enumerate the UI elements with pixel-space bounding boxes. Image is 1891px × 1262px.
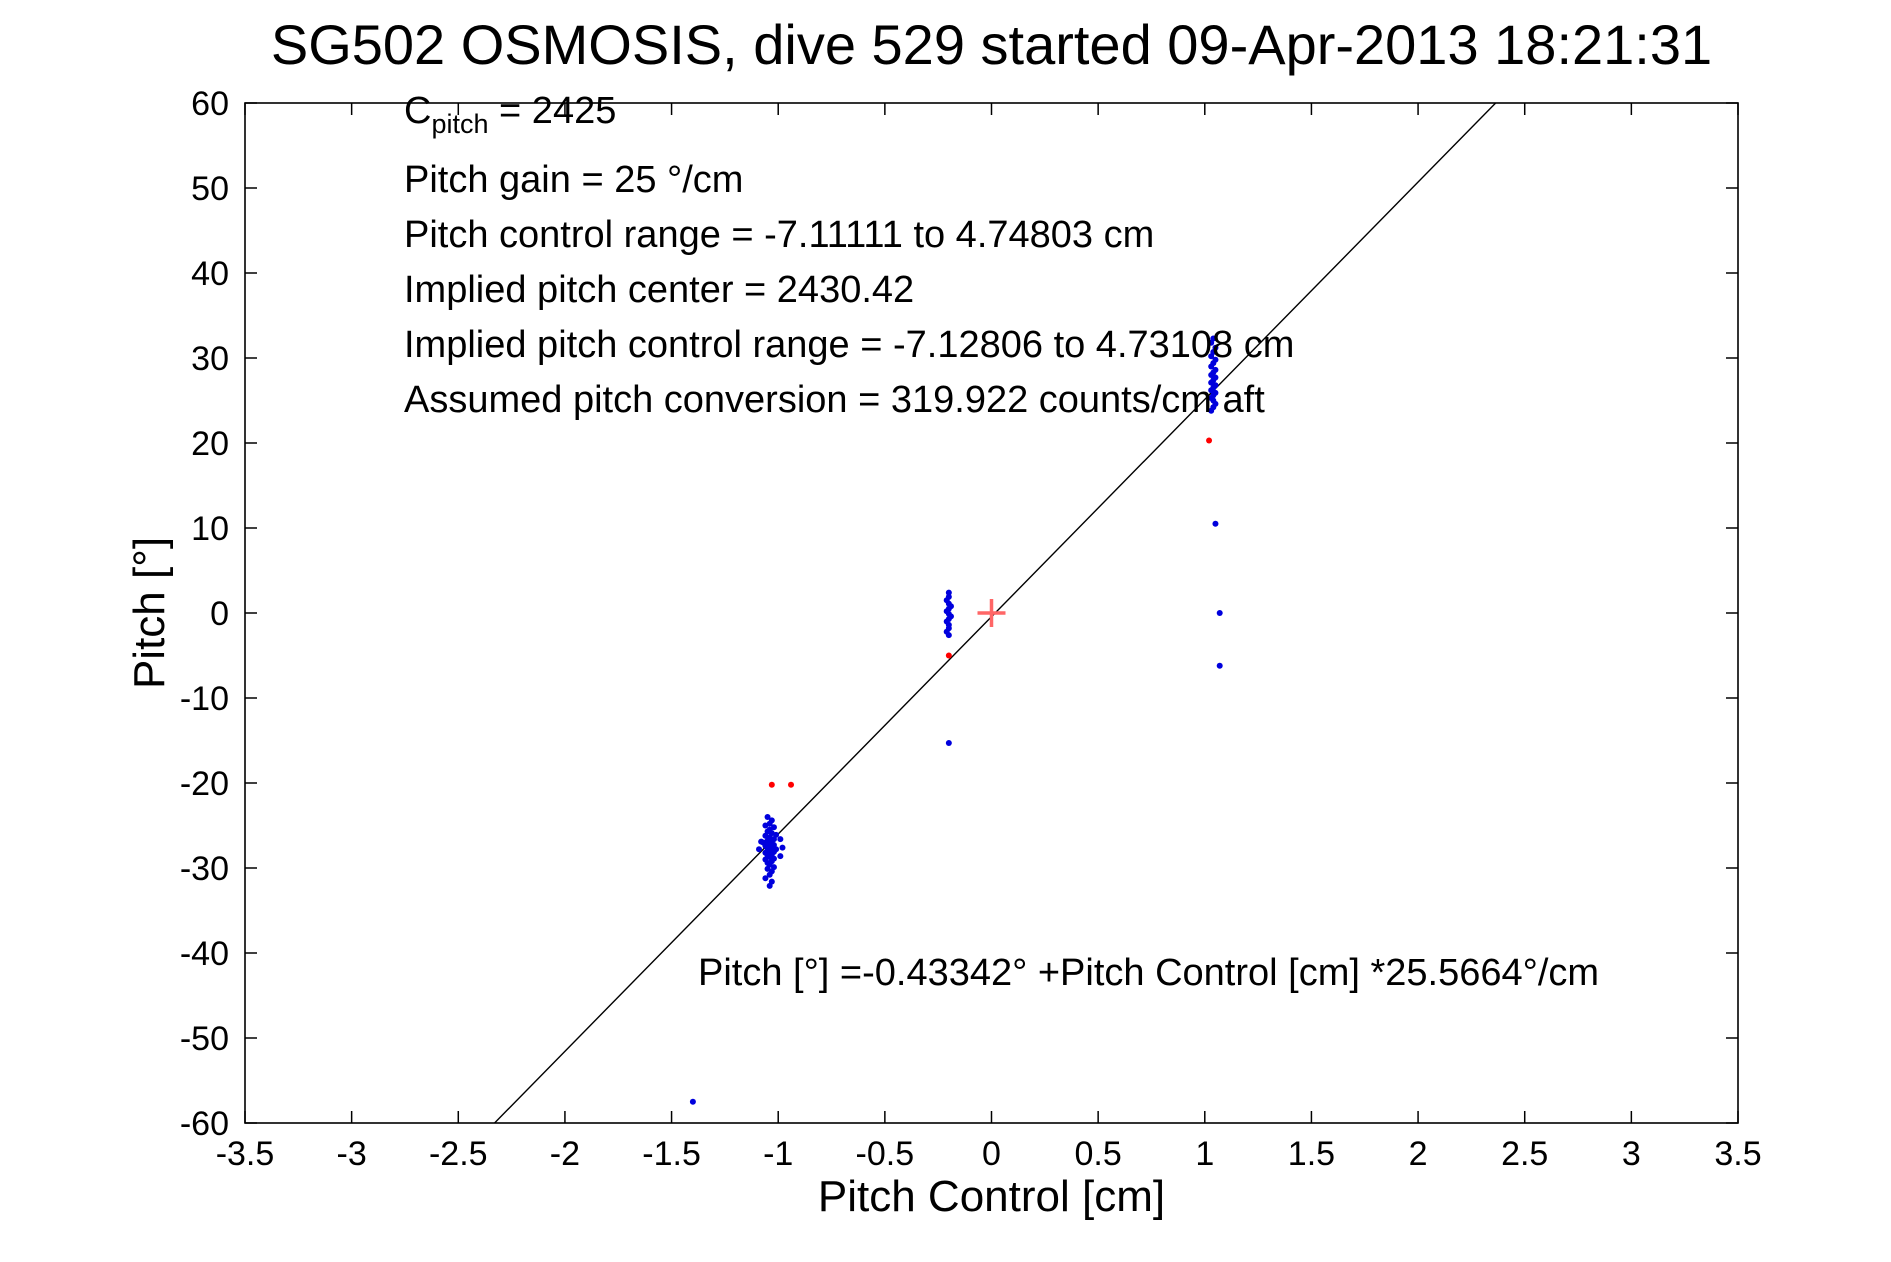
fit-equation: Pitch [°] =-0.43342° +Pitch Control [cm]…: [698, 952, 1600, 994]
y-tick-label: -60: [180, 1105, 229, 1143]
x-tick-label: 0: [982, 1135, 1001, 1173]
plot-box: [244, 102, 1739, 1124]
annotation-cpitch: Cpitch = 2425: [404, 84, 1294, 139]
y-tick-label: -20: [180, 765, 229, 803]
x-tick-label: 2: [1409, 1135, 1428, 1173]
x-tick-label: 3: [1622, 1135, 1641, 1173]
annotation-pitch-gain: Pitch gain = 25 °/cm: [404, 159, 744, 201]
series-observed-pitch: [689, 335, 1223, 1105]
y-tick-label: 30: [191, 340, 229, 378]
x-tick-label: -2.5: [429, 1135, 488, 1173]
y-tick-label: -50: [180, 1020, 229, 1058]
x-tick-label: 1.5: [1288, 1135, 1335, 1173]
x-tick-label: -0.5: [856, 1135, 915, 1173]
annotation-implied-pitch-control-range: Implied pitch control range = -7.12806 t…: [404, 324, 1295, 366]
x-tick-label: -3.5: [216, 1135, 275, 1173]
x-tick-label: 3.5: [1714, 1135, 1761, 1173]
y-tick-label: -30: [180, 850, 229, 888]
y-axis-label: Pitch [°]: [125, 536, 174, 690]
y-tick-label: 0: [210, 595, 229, 633]
series-origin-marker: [977, 599, 1006, 627]
cpitch-symbol: C: [404, 90, 432, 132]
y-tick-label: -10: [180, 680, 229, 718]
x-tick-label: -1: [763, 1135, 793, 1173]
y-tick-label: 40: [191, 255, 229, 293]
chart-title: SG502 OSMOSIS, dive 529 started 09-Apr-2…: [270, 13, 1713, 76]
annotation-implied-pitch-center: Implied pitch center = 2430.42: [404, 269, 915, 311]
annotation-pitch-control-range: Pitch control range = -7.11111 to 4.7480…: [404, 214, 1155, 256]
x-tick-label: -2: [550, 1135, 580, 1173]
x-axis-label: Pitch Control [cm]: [817, 1172, 1166, 1221]
axes: -3.5 -3 -2.5 -2 -1.5 -1 -0.5 0 0.5 1 1.5 2 2.5 3 3.5 -6…: [180, 85, 1762, 1173]
y-tick-label: 60: [191, 85, 229, 123]
x-tick-label: -1.5: [642, 1135, 701, 1173]
cpitch-value: = 2425: [488, 90, 617, 132]
x-tick-label: 2.5: [1501, 1135, 1548, 1173]
y-tick-label: 10: [191, 510, 229, 548]
y-tick-label: 20: [191, 425, 229, 463]
x-tick-label: 1: [1195, 1135, 1214, 1173]
x-tick-label: 0.5: [1075, 1135, 1122, 1173]
y-tick-label: 50: [191, 170, 229, 208]
annotation-block: Cpitch = 2425 Pitch gain = 25 °/cm Pitch…: [404, 84, 1294, 428]
x-tick-label: -3: [337, 1135, 367, 1173]
y-tick-label: -40: [180, 935, 229, 973]
annotation-assumed-pitch-conversion: Assumed pitch conversion = 319.922 count…: [404, 379, 1265, 421]
cpitch-subscript: pitch: [431, 109, 489, 139]
series-flagged-pitch: [768, 437, 1213, 788]
